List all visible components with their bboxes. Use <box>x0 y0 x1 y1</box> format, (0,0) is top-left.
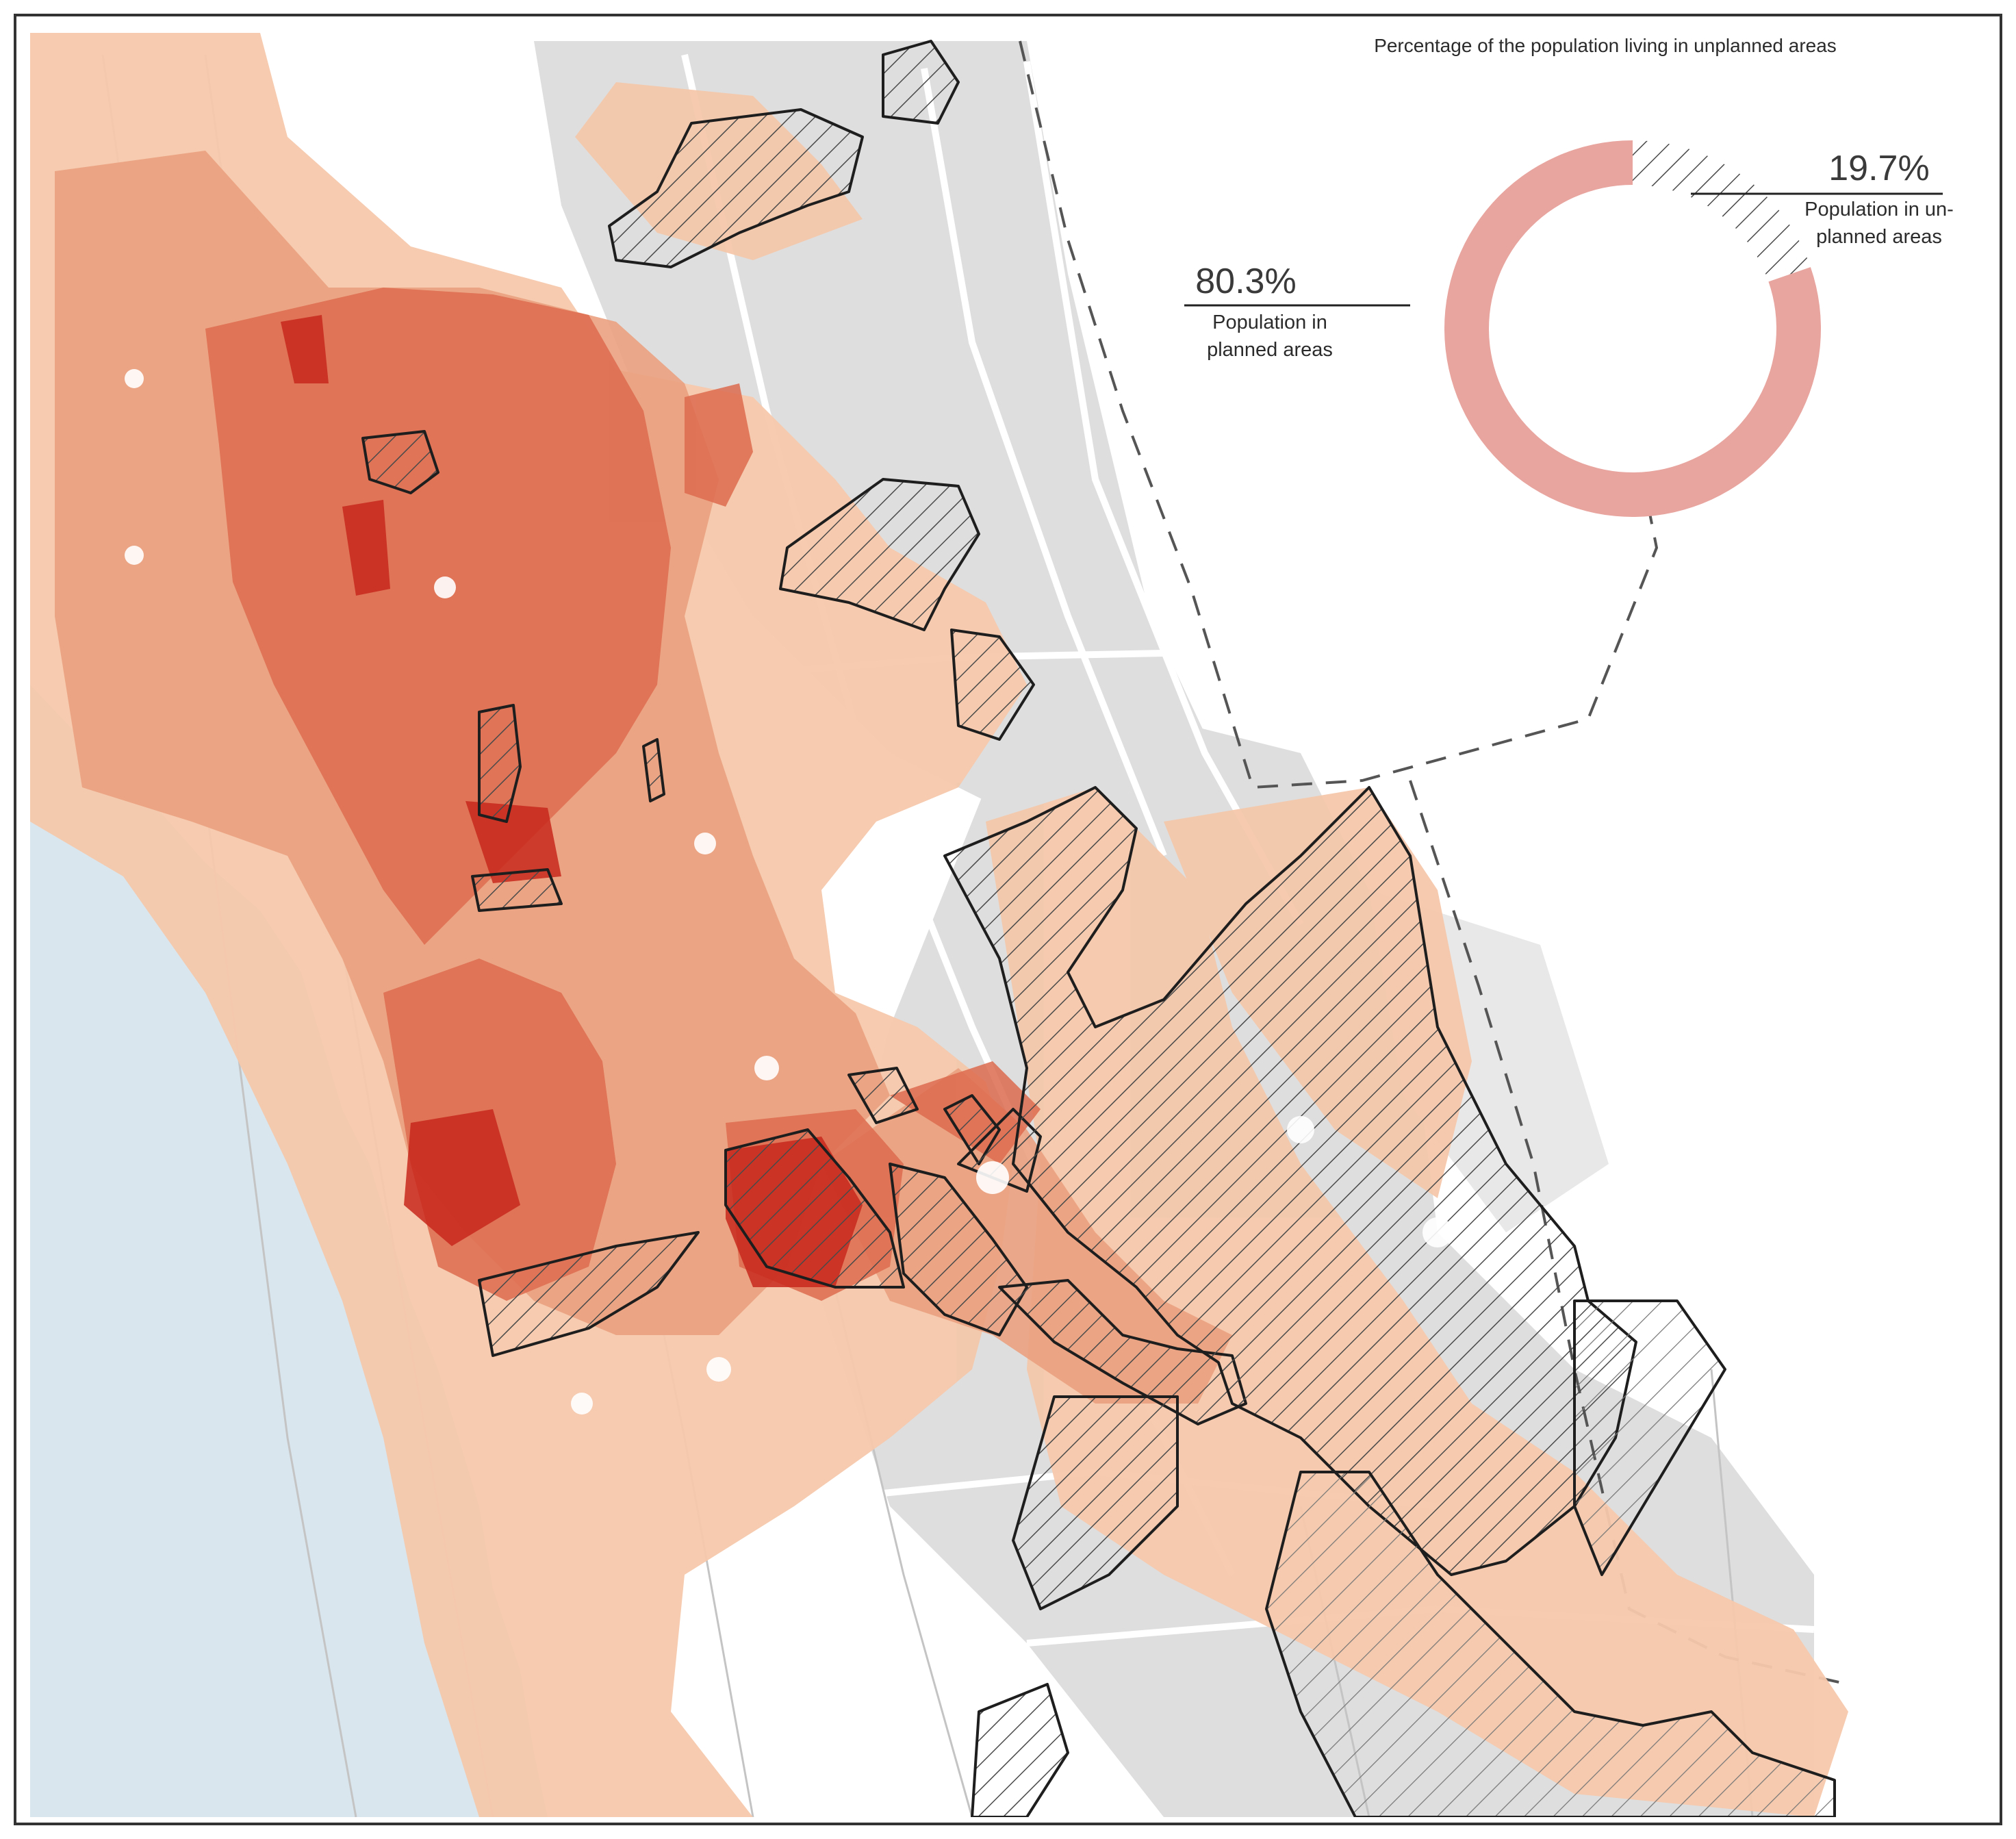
unplanned-label-line1: Population in un- <box>1804 199 1954 220</box>
planned-label-line2: planned areas <box>1207 339 1333 361</box>
planned-percent-label: 80.3% <box>1195 262 1296 301</box>
donut-chart <box>1444 140 1822 517</box>
unplanned-percent-label: 19.7% <box>1828 149 1929 188</box>
planned-label-line1: Population in <box>1212 312 1327 333</box>
legend-title: Percentage of the population living in u… <box>1374 35 1837 56</box>
admin-boundary-dashed <box>1019 40 1659 789</box>
voids <box>125 369 1453 1415</box>
map-content <box>30 33 1854 1817</box>
unplanned-areas <box>361 40 1836 1817</box>
donut-unplanned-segment <box>1633 140 1811 282</box>
legend: Percentage of the population living in u… <box>1184 35 1954 517</box>
outer-frame <box>14 14 2002 1825</box>
unplanned-label-line2: planned areas <box>1816 226 1942 248</box>
